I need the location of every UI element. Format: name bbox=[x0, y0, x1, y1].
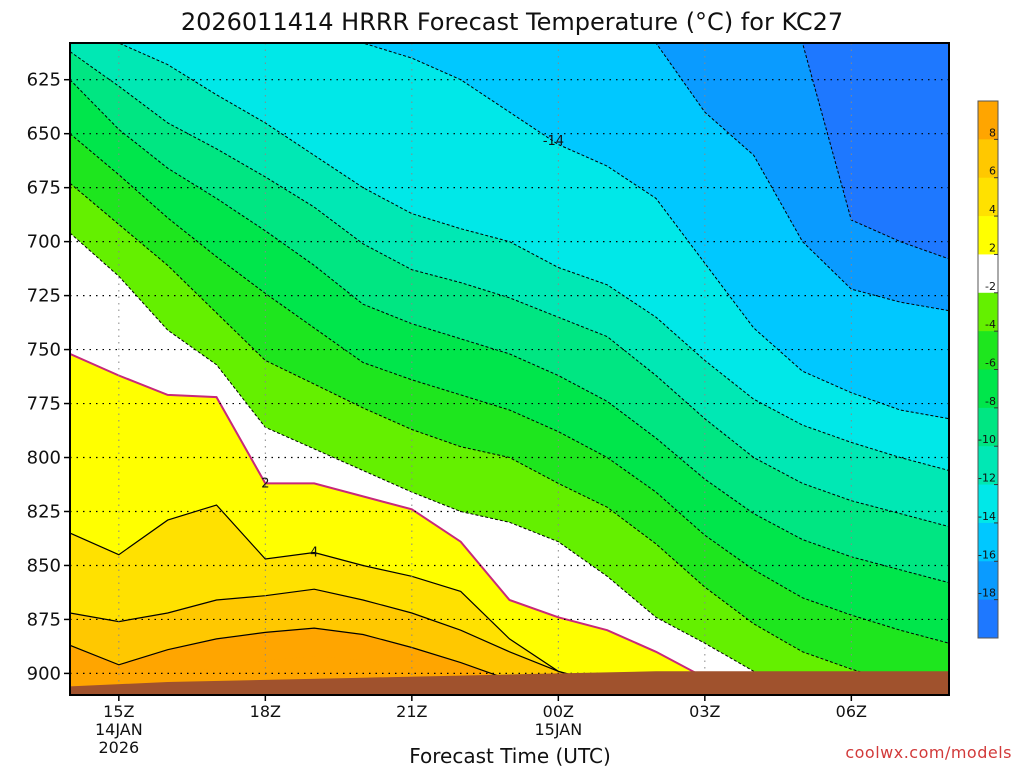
colorbar-segment bbox=[978, 369, 998, 409]
contour-label: 2 bbox=[261, 476, 269, 491]
colorbar-segment bbox=[978, 407, 998, 447]
x-tick-label: 18Z bbox=[250, 702, 281, 721]
colorbar-segment bbox=[978, 446, 998, 486]
contour-line bbox=[70, 79, 949, 584]
colorbar-segment bbox=[978, 216, 998, 255]
colorbar-tick-label: 4 bbox=[989, 203, 996, 216]
colorbar-tick-label: -6 bbox=[985, 357, 996, 370]
contour-lines bbox=[70, 43, 949, 695]
temperature-band bbox=[70, 43, 949, 259]
colorbar-tick-label: -14 bbox=[978, 510, 996, 523]
colorbar-tick-label: -10 bbox=[978, 433, 996, 446]
contour-line bbox=[70, 133, 949, 644]
plot-frame bbox=[69, 42, 950, 696]
contour-line bbox=[70, 182, 949, 695]
colorbar-segment bbox=[978, 254, 998, 294]
y-tick-label: 750 bbox=[27, 340, 61, 361]
colorbar-tick-label: -12 bbox=[978, 472, 996, 485]
y-tick-label: 875 bbox=[27, 609, 61, 630]
x-tick-date: 15JAN bbox=[534, 720, 582, 739]
colorbar-segment bbox=[978, 331, 998, 370]
plot-area bbox=[70, 43, 949, 695]
contour-line bbox=[70, 51, 949, 528]
colorbar-tick-label: -16 bbox=[978, 548, 996, 561]
colorbar-segment bbox=[978, 522, 998, 562]
x-tick-label: 21Z bbox=[396, 702, 427, 721]
x-axis-label: Forecast Time (UTC) bbox=[409, 744, 611, 768]
colorbar-tick-label: -4 bbox=[985, 318, 996, 331]
y-tick-label: 800 bbox=[27, 448, 61, 469]
contour-line bbox=[70, 43, 949, 420]
contour-line bbox=[70, 352, 949, 695]
contour-line bbox=[70, 43, 949, 471]
colorbar-segment bbox=[978, 177, 998, 217]
x-tick-label: 03Z bbox=[689, 702, 720, 721]
x-tick-date: 14JAN bbox=[95, 720, 143, 739]
y-tick-label: 700 bbox=[27, 232, 61, 253]
y-tick-label: 675 bbox=[27, 178, 61, 199]
colorbar-tick-label: 8 bbox=[989, 126, 996, 139]
contour-line bbox=[70, 232, 949, 695]
y-tick-label: 775 bbox=[27, 394, 61, 415]
colorbar-segment bbox=[978, 139, 998, 179]
colorbar-tick-label: 6 bbox=[989, 165, 996, 178]
contour-labels: -14 2 4 bbox=[261, 134, 564, 560]
colorbar-segment bbox=[978, 599, 998, 639]
colorbar-tick-label: -8 bbox=[985, 395, 996, 408]
x-tick-year: 2026 bbox=[98, 738, 139, 757]
chart-title: 2026011414 HRRR Forecast Temperature (°C… bbox=[181, 8, 843, 36]
contour-label: 4 bbox=[310, 546, 318, 561]
colorbar-tick-label: 2 bbox=[989, 241, 996, 254]
contour-label: -14 bbox=[543, 134, 564, 149]
grid-lines bbox=[70, 43, 949, 695]
y-tick-label: 825 bbox=[27, 501, 61, 522]
y-tick-label: 725 bbox=[27, 286, 61, 307]
colorbar-tick-label: -2 bbox=[985, 280, 996, 293]
colorbar-segment bbox=[978, 101, 998, 140]
x-tick-label: 06Z bbox=[836, 702, 867, 721]
y-tick-label: 850 bbox=[27, 555, 61, 576]
colorbar-segment bbox=[978, 484, 998, 524]
colorbar-segment bbox=[978, 561, 998, 601]
ground-surface bbox=[70, 671, 949, 695]
contour-line bbox=[70, 588, 949, 695]
temperature-band bbox=[70, 43, 949, 311]
y-tick-label: 650 bbox=[27, 124, 61, 145]
colorbar: 8 6 4 2 -2 -4 -6 -8 -10 -12 -14 -16 -18 bbox=[977, 100, 999, 639]
y-axis: 625 650 675 700 725 750 775 800 825 850 875 900 bbox=[27, 70, 70, 684]
temperature-bands bbox=[70, 43, 949, 695]
colorbar-segment bbox=[978, 292, 998, 332]
y-tick-label: 900 bbox=[27, 663, 61, 684]
credit-text: coolwx.com/models bbox=[845, 743, 1012, 762]
colorbar-tick-label: -18 bbox=[978, 587, 996, 600]
temperature-band bbox=[70, 43, 949, 419]
contour-line bbox=[70, 504, 949, 695]
x-tick-label: 15Z bbox=[103, 702, 134, 721]
x-tick-label: 00Z bbox=[543, 702, 574, 721]
y-tick-label: 625 bbox=[27, 70, 61, 91]
